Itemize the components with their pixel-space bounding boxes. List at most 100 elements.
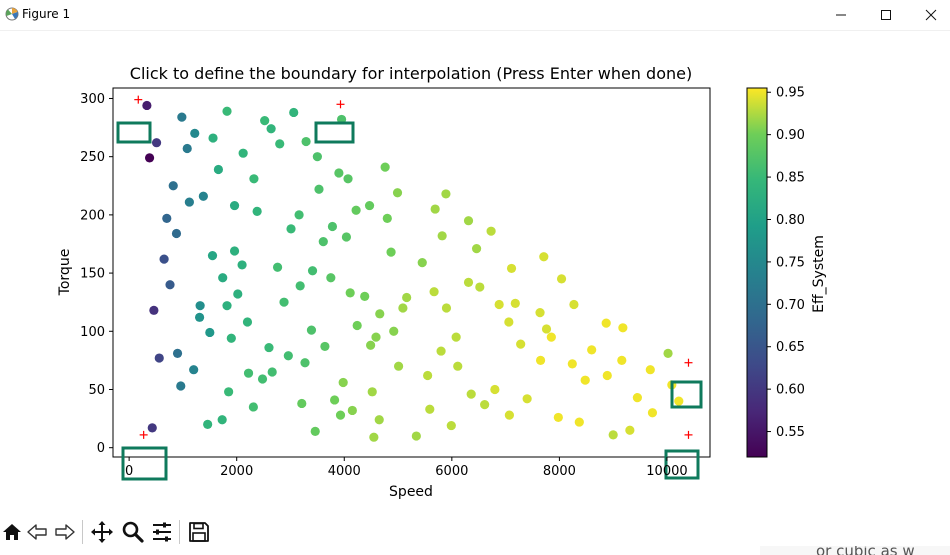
scatter-point (172, 348, 183, 359)
scatter-point (437, 231, 447, 241)
save-figure-button[interactable] (187, 520, 211, 544)
y-tick-label: 250 (80, 150, 105, 165)
sliders-icon (153, 522, 171, 542)
scatter-point (480, 400, 490, 410)
plot-area[interactable] (112, 87, 711, 458)
colorbar-tick-label: 0.75 (776, 255, 805, 270)
scatter-point (475, 282, 485, 292)
scatter-point (510, 298, 520, 308)
highlight-box (664, 449, 700, 480)
scatter-point (580, 375, 590, 385)
scatter-point (506, 263, 517, 274)
scatter-points (142, 100, 684, 442)
configure-subplots-button[interactable] (150, 520, 174, 544)
scatter-point (451, 332, 461, 342)
colorbar-tick-label: 0.80 (776, 213, 805, 228)
scatter-point (171, 228, 182, 239)
colorbar-tick-label: 0.95 (776, 86, 805, 101)
home-icon (3, 524, 21, 540)
background-window-fragment: or cubic as w (760, 546, 950, 555)
minimize-button[interactable] (818, 0, 864, 30)
toolbar-separator (179, 520, 180, 544)
scatter-point (535, 308, 545, 318)
scatter-point (249, 174, 259, 184)
scatter-point (194, 312, 205, 322)
home-button[interactable] (0, 520, 24, 544)
scatter-point (504, 317, 514, 327)
scatter-point (310, 426, 320, 436)
y-axis-ticks: 0 50 100 150 200 250 300 (80, 92, 113, 456)
scatter-point (345, 288, 355, 298)
scatter-point (147, 423, 157, 433)
scatter-point (429, 287, 439, 297)
scatter-point (574, 417, 584, 427)
forward-button[interactable] (53, 520, 77, 544)
scatter-point (618, 323, 628, 333)
scatter-point (168, 181, 178, 191)
back-arrow-icon (27, 524, 47, 540)
scatter-point (295, 281, 305, 291)
magnifier-icon (122, 521, 144, 543)
scatter-point (224, 387, 234, 397)
scatter-point (213, 164, 224, 175)
x-tick-label: 2000 (220, 464, 253, 479)
highlight-box (314, 121, 355, 144)
scatter-point (425, 404, 435, 414)
scatter-point (539, 252, 549, 262)
scatter-point (617, 355, 627, 365)
scatter-point (252, 206, 262, 216)
scatter-point (441, 189, 451, 199)
scatter-point (151, 138, 162, 148)
zoom-button[interactable] (121, 520, 145, 544)
scatter-point (411, 431, 421, 441)
y-tick-label: 50 (88, 383, 105, 398)
scatter-point (314, 184, 324, 194)
figure-canvas[interactable]: Click to define the boundary for interpo… (0, 30, 950, 512)
scatter-point (343, 174, 353, 184)
scatter-point (522, 394, 532, 404)
scatter-point (190, 128, 200, 138)
scatter-point (546, 332, 556, 342)
scatter-point (272, 262, 283, 272)
scatter-point (504, 410, 514, 420)
y-tick-label: 0 (97, 441, 105, 456)
scatter-point (338, 377, 348, 388)
close-button[interactable] (908, 0, 950, 30)
scatter-point (516, 339, 526, 349)
scatter-point (162, 213, 172, 223)
scatter-point (229, 200, 240, 211)
scatter-point (463, 277, 474, 287)
colorbar-tick-label: 0.60 (776, 383, 805, 398)
scatter-point (289, 107, 299, 118)
y-tick-label: 100 (80, 325, 105, 340)
scatter-point (142, 100, 152, 111)
back-button[interactable] (25, 520, 49, 544)
scatter-point (341, 232, 352, 242)
scatter-point (222, 301, 232, 311)
selection-boxes (116, 95, 703, 481)
scatter-point (535, 355, 546, 365)
scatter-point (347, 405, 357, 416)
scatter-point (159, 254, 169, 264)
scatter-point (149, 305, 159, 315)
scatter-point (320, 341, 330, 352)
scatter-point (392, 188, 403, 198)
pan-button[interactable] (90, 520, 114, 544)
y-tick-label: 300 (80, 92, 105, 107)
scatter-point (233, 289, 243, 299)
scatter-point (430, 204, 440, 214)
minimize-icon (836, 14, 846, 16)
scatter-point (198, 191, 208, 201)
matplotlib-app-icon (5, 7, 19, 21)
scatter-point (334, 168, 344, 178)
scatter-point (205, 327, 215, 338)
scatter-point (177, 112, 187, 122)
window-title: Figure 1 (22, 7, 71, 21)
scatter-point (207, 251, 218, 261)
scatter-point (294, 210, 304, 220)
maximize-button[interactable] (863, 0, 909, 30)
x-tick-label: 10000 (646, 464, 687, 479)
y-tick-label: 150 (80, 267, 105, 282)
scatter-point (229, 246, 240, 256)
toolbar-separator (82, 520, 83, 544)
